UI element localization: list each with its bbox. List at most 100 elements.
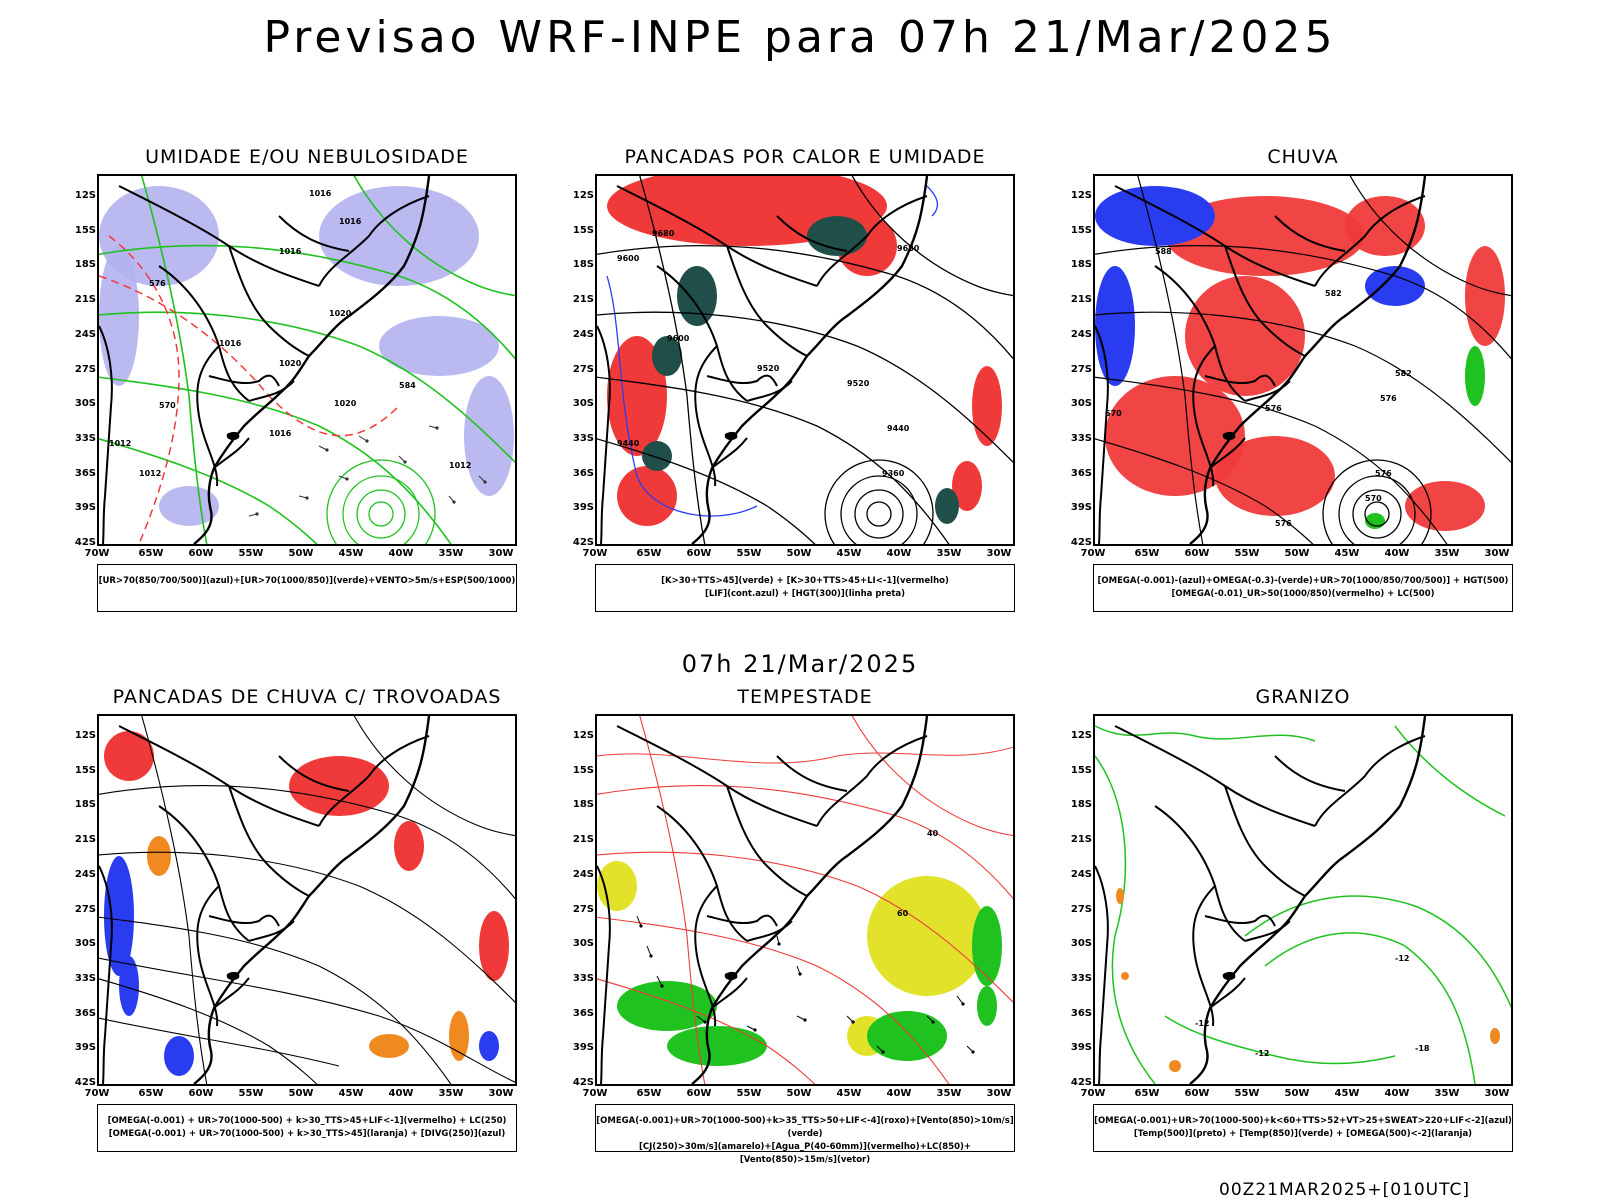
streamline	[99, 1017, 340, 1067]
field-area	[607, 336, 667, 456]
contour-label: 570	[1105, 409, 1122, 418]
lon-tick-label: 30W	[986, 1088, 1012, 1099]
field-area	[642, 441, 672, 471]
coastline-west	[99, 325, 113, 544]
legend-box: [OMEGA(-0.001)-(azul)+OMEGA(-0.3)-(verde…	[1093, 564, 1513, 612]
lat-tick-label: 39S	[74, 502, 96, 514]
state-border	[1274, 755, 1346, 792]
panel-title: PANCADAS POR CALOR E UMIDADE	[624, 146, 986, 168]
panel-granizo: GRANIZO 12S 15S 18S 21S 24S 27S 30S 33S 36S 39S 42S…	[1038, 686, 1518, 1176]
field-area	[369, 1034, 409, 1058]
coastline	[193, 716, 431, 1084]
lat-tick-label: 39S	[572, 502, 594, 514]
state-border	[118, 185, 320, 287]
contour-label: 9680	[652, 229, 675, 238]
contour-label: 1012	[139, 469, 161, 478]
lat-tick-label: 42S	[74, 537, 96, 548]
map-frame: 40 60	[595, 714, 1015, 1086]
lon-tick-label: 40W	[388, 1088, 414, 1099]
field-area	[667, 1026, 767, 1066]
contour-label: 582	[1395, 369, 1412, 378]
field-area	[935, 488, 959, 524]
panel-title: CHUVA	[1267, 146, 1339, 168]
sub-title-time: 07h 21/Mar/2025	[681, 650, 919, 678]
wind-vector-head	[798, 972, 802, 976]
contour-label: 588	[1155, 247, 1172, 256]
isoline	[597, 244, 1013, 360]
lat-tick-label: 24S	[1070, 328, 1092, 340]
lon-tick-label: 60W	[1184, 548, 1210, 559]
state-border	[746, 380, 793, 402]
lon-tick-label: 30W	[1484, 548, 1510, 559]
lat-tick-label: 39S	[74, 1042, 96, 1054]
contour-label: 9520	[757, 364, 780, 373]
lat-tick-label: 42S	[572, 537, 594, 548]
field-area	[972, 366, 1002, 446]
state-border	[228, 245, 310, 357]
lat-tick-label: 30S	[1070, 938, 1092, 950]
coastline-west	[1095, 325, 1109, 544]
lat-tick-label: 27S	[572, 903, 594, 915]
lon-tick-label: 50W	[786, 1088, 812, 1099]
field-area	[164, 1036, 194, 1076]
lon-tick-label: 55W	[238, 548, 264, 559]
lon-tick-label: 65W	[1134, 548, 1160, 559]
isoline	[1137, 176, 1204, 544]
legend-line: [CJ(250)>30m/s](amarelo)+[Agua_P(40-60mm…	[638, 1142, 972, 1165]
lat-tick-label: 30S	[74, 398, 96, 410]
isoline	[140, 176, 208, 544]
legend-box: [OMEGA(-0.001)+UR>70(1000-500)+k>35_TTS>…	[595, 1104, 1015, 1165]
lat-tick-label: 30S	[74, 938, 96, 950]
lat-tick-label: 30S	[572, 398, 594, 410]
field-area	[449, 1011, 469, 1061]
isoline	[597, 978, 816, 1084]
lon-tick-label: 60W	[686, 1088, 712, 1099]
lat-tick-label: 39S	[1070, 502, 1092, 514]
wind-vector-head	[753, 1028, 757, 1032]
legend-line: [LIF](cont.azul) + [HGT(300)](linha pret…	[704, 589, 906, 599]
map-plot: 588 582 582 576 576 570 576 570 576	[1095, 176, 1511, 544]
isoline	[1095, 245, 1511, 360]
lat-tick-label: 33S	[572, 432, 594, 444]
legend-line: [OMEGA(-0.001) + UR>70(1000-500) + k>30_…	[107, 1116, 507, 1126]
map-plot: 1016 1016 1016 1020 1016 1020 1020 1016 1012 1012…	[99, 176, 515, 544]
contour-label: 576	[1380, 394, 1397, 403]
lat-tick-label: 21S	[74, 294, 96, 306]
lon-tick-label: 45W	[1334, 1088, 1360, 1099]
state-border	[776, 755, 848, 792]
lat-tick-label: 24S	[572, 328, 594, 340]
state-border	[656, 265, 748, 402]
field-area	[99, 246, 139, 386]
isoline	[99, 244, 515, 360]
contour-label: 9440	[887, 424, 910, 433]
lat-tick-label: 30S	[1070, 398, 1092, 410]
cyclone-ring	[1322, 459, 1432, 544]
state-border	[213, 977, 250, 1009]
isoline	[99, 376, 452, 544]
map-plot: 9680 9680 9600 9600 9520 9520 9440 9360 9440	[597, 176, 1013, 544]
lon-tick-label: 45W	[338, 548, 364, 559]
lat-tick-label: 18S	[572, 259, 594, 271]
panel-trovoadas: PANCADAS DE CHUVA C/ TROVOADAS 12S 15S 18S 2…	[42, 686, 522, 1176]
state-border	[706, 914, 778, 927]
panel-title: GRANIZO	[1255, 686, 1351, 708]
contour-label: 9440	[617, 439, 640, 448]
contour-label: 60	[897, 909, 909, 918]
legend-line: [K>30+TTS>45](verde) + [K>30+TTS>45+LI<-…	[661, 576, 949, 586]
lat-tick-label: 33S	[74, 972, 96, 984]
lon-tick-label: 40W	[886, 548, 912, 559]
isoline	[353, 716, 515, 837]
map-plot: -12 -12 -12 -18	[1095, 716, 1511, 1084]
field-area	[867, 1011, 947, 1061]
legend-line: [OMEGA(-0.001)+UR>70(1000-500)+k>35_TTS>…	[596, 1116, 1014, 1139]
state-border	[616, 185, 818, 287]
contour-label: 1016	[339, 217, 362, 226]
lon-tick-label: 65W	[636, 548, 662, 559]
state-border	[248, 920, 295, 942]
lon-tick-label: 30W	[488, 1088, 514, 1099]
isoline	[597, 785, 1013, 900]
field-area	[807, 216, 867, 256]
coastline	[193, 176, 431, 544]
lon-tick-label: 60W	[188, 548, 214, 559]
wind-vector-head	[345, 477, 349, 481]
